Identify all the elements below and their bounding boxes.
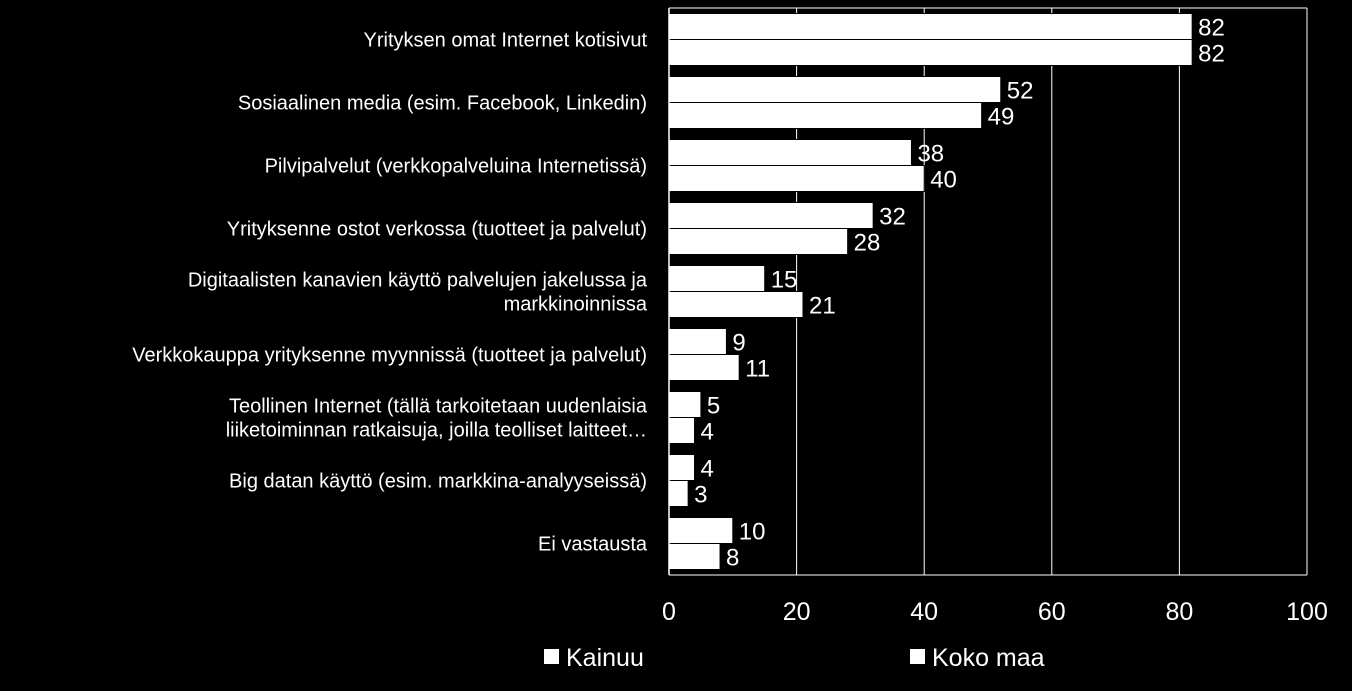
bar-koko-maa	[668, 543, 721, 570]
data-label: 49	[988, 104, 1015, 131]
data-label: 28	[854, 230, 881, 257]
data-label: 9	[732, 330, 745, 357]
category-label: Ei vastausta	[538, 534, 648, 556]
data-label: 32	[879, 204, 906, 231]
bar-koko-maa	[668, 102, 983, 129]
legend-label: Koko maa	[932, 644, 1045, 672]
category-label: Sosiaalinen media (esim. Facebook, Linke…	[238, 93, 647, 115]
bar-kainuu	[668, 13, 1193, 40]
category-label: Yrityksenne ostot verkossa (tuotteet ja …	[227, 219, 647, 241]
category-label: Verkkokauppa yrityksenne myynnissä (tuot…	[132, 345, 647, 367]
data-label: 82	[1198, 15, 1225, 42]
data-label: 52	[1007, 78, 1034, 105]
bar-kainuu	[668, 265, 766, 292]
bar-kainuu	[668, 76, 1002, 103]
legend-label: Kainuu	[566, 644, 644, 672]
bar-koko-maa	[668, 165, 925, 192]
x-tick-label: 80	[1165, 598, 1193, 626]
data-label: 38	[917, 141, 944, 168]
bar-kainuu	[668, 517, 734, 544]
bar-koko-maa	[668, 480, 689, 507]
legend-swatch	[910, 649, 925, 664]
bar-koko-maa	[668, 39, 1193, 66]
data-label: 5	[707, 393, 720, 420]
data-label: 10	[739, 519, 766, 546]
data-label: 11	[745, 356, 770, 383]
data-label: 4	[701, 456, 714, 483]
bar-kainuu	[668, 139, 912, 166]
bar-kainuu	[668, 391, 702, 418]
bar-kainuu	[668, 328, 727, 355]
bar-koko-maa	[668, 417, 696, 444]
bar-kainuu	[668, 202, 874, 229]
data-label: 15	[771, 267, 798, 294]
legend-swatch	[544, 649, 559, 664]
bar-koko-maa	[668, 228, 849, 255]
x-tick-label: 60	[1038, 598, 1066, 626]
bar-koko-maa	[668, 291, 804, 318]
data-label: 82	[1198, 41, 1225, 68]
bar-kainuu	[668, 454, 696, 481]
bar-koko-maa	[668, 354, 740, 381]
data-label: 3	[694, 482, 707, 509]
category-label: Big datan käyttö (esim. markkina-analyys…	[229, 471, 647, 493]
x-tick-label: 0	[662, 598, 676, 626]
x-tick-label: 20	[783, 598, 811, 626]
data-label: 8	[726, 545, 739, 572]
x-tick-label: 100	[1286, 598, 1328, 626]
data-label: 4	[701, 419, 714, 446]
category-label: Digitaalisten kanavien käyttö palvelujen…	[188, 270, 648, 316]
category-label: Pilvipalvelut (verkkopalveluina Internet…	[265, 156, 647, 178]
x-tick-label: 40	[910, 598, 938, 626]
data-label: 40	[930, 167, 957, 194]
category-label: Teollinen Internet (tällä tarkoitetaan u…	[226, 396, 648, 442]
category-label: Yrityksen omat Internet kotisivut	[364, 30, 648, 52]
data-label: 21	[809, 293, 836, 320]
